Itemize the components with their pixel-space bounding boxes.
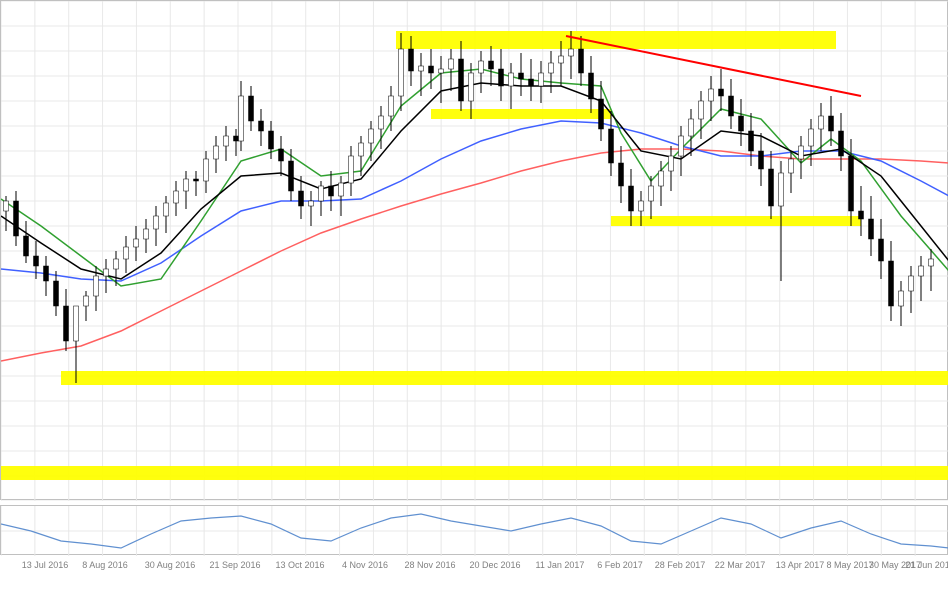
indicator-svg [1,506,948,556]
indicator-panel[interactable] [0,505,948,555]
x-axis-label: 30 Aug 2016 [145,560,196,570]
x-axis-label: 13 Oct 2016 [275,560,324,570]
x-axis-label: 6 Feb 2017 [597,560,643,570]
x-axis-label: 28 Feb 2017 [655,560,706,570]
x-axis-label: 8 Aug 2016 [82,560,128,570]
indicator-grid [1,506,948,556]
x-axis: 13 Jul 2016 8 Aug 2016 30 Aug 2016 21 Sep 2… [0,558,948,593]
chart-container: 13 Jul 2016 8 Aug 2016 30 Aug 2016 21 Sep 2… [0,0,948,593]
price-chart-svg [1,1,948,501]
x-axis-label: 20 Dec 2016 [469,560,520,570]
chart-grid [1,1,948,501]
x-axis-label: 8 May 2017 [826,560,873,570]
candlesticks [4,31,934,383]
x-axis-label: 21 Sep 2016 [209,560,260,570]
x-axis-label: 28 Nov 2016 [404,560,455,570]
x-axis-label: 11 Jan 2017 [536,560,585,570]
x-axis-label: 21 Jun 2017 [905,560,948,570]
x-axis-label: 22 Mar 2017 [715,560,766,570]
price-chart-panel[interactable] [0,0,948,500]
x-axis-label: 13 Jul 2016 [22,560,69,570]
x-axis-label: 4 Nov 2016 [342,560,388,570]
x-axis-label: 13 Apr 2017 [776,560,825,570]
